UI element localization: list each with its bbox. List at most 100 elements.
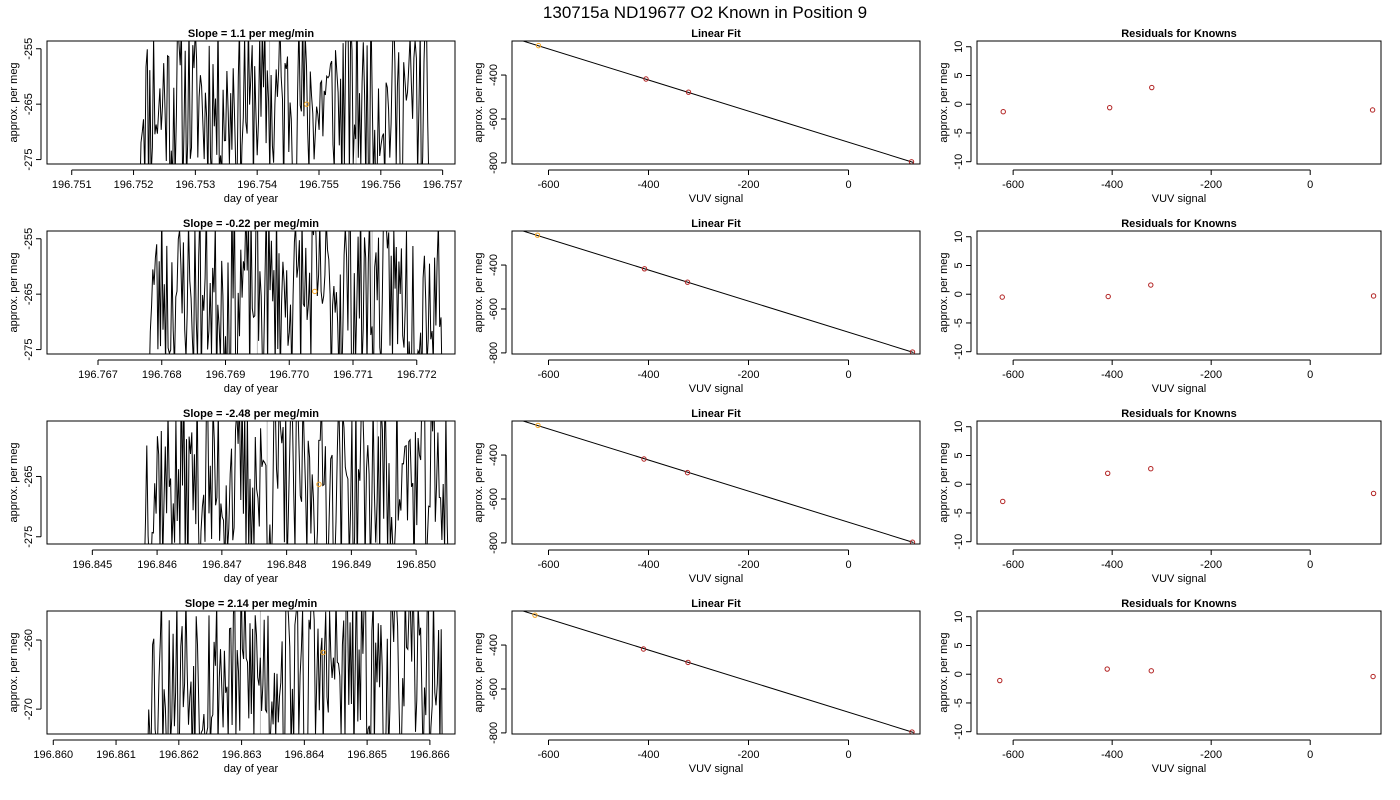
x-axis-label: day of year xyxy=(224,193,279,205)
x-axis: -600 -400 -200 0 VUV signal xyxy=(1002,359,1313,395)
data-point xyxy=(641,266,648,272)
plot-frame xyxy=(511,420,921,545)
plot-frame xyxy=(511,230,921,355)
x-tick-label: -200 xyxy=(1200,369,1222,381)
x-tick-label: 196.848 xyxy=(267,559,307,571)
x-tick-label: 196.756 xyxy=(361,179,401,191)
data-point xyxy=(685,89,692,95)
data-point xyxy=(997,677,1003,684)
y-tick-label: -255 xyxy=(23,228,35,250)
y-axis-label: approx. per meg xyxy=(473,442,485,522)
panel-title: Slope = 1.1 per meg/min xyxy=(188,28,315,40)
signal-trace xyxy=(140,41,429,164)
y-tick-label: -5 xyxy=(953,128,965,138)
data-point xyxy=(532,612,538,618)
fit-line xyxy=(521,611,914,733)
plot-area xyxy=(997,666,1376,684)
y-tick-label: -800 xyxy=(488,722,500,744)
x-tick-label: 0 xyxy=(845,179,851,191)
data-point xyxy=(640,646,647,652)
x-tick-label: 196.863 xyxy=(222,749,262,761)
y-axis-label: approx. per meg xyxy=(938,632,950,712)
x-tick-label: 196.866 xyxy=(410,749,450,761)
x-tick-label: 0 xyxy=(1307,749,1313,761)
data-point xyxy=(535,42,542,49)
plot-area xyxy=(521,41,915,164)
y-tick-label: -800 xyxy=(488,152,500,174)
panel-2-3: Residuals for Knowns -600 -400 -200 0 VUV sig… xyxy=(938,218,1382,395)
x-axis-label: VUV signal xyxy=(689,763,743,775)
mean-marker xyxy=(316,481,322,488)
y-axis-label: approx. per meg xyxy=(473,632,485,712)
x-tick-label: 0 xyxy=(1307,559,1313,571)
data-point xyxy=(1149,84,1155,91)
x-tick-label: -400 xyxy=(637,749,659,761)
x-tick-label: -200 xyxy=(737,749,759,761)
data-point xyxy=(1148,466,1154,472)
x-axis-label: day of year xyxy=(224,383,279,395)
plot-frame xyxy=(511,40,921,165)
y-tick-label: -400 xyxy=(488,444,500,466)
y-tick-label: -5 xyxy=(953,508,965,518)
x-tick-label: 196.864 xyxy=(284,749,324,761)
x-axis: 196.860 196.861 196.862 196.863 196.864 196.8… xyxy=(33,739,450,775)
x-tick-label: 0 xyxy=(845,559,851,571)
x-tick-label: 0 xyxy=(845,369,851,381)
x-axis-label: VUV signal xyxy=(1152,193,1206,205)
data-point xyxy=(909,349,916,354)
data-point xyxy=(1369,107,1376,113)
data-point xyxy=(999,294,1005,300)
y-tick-label: -5 xyxy=(953,698,965,708)
x-tick-label: 196.850 xyxy=(396,559,436,571)
x-axis: -600 -400 -200 0 VUV signal xyxy=(1002,549,1313,585)
x-tick-label: 196.845 xyxy=(72,559,112,571)
x-axis-label: VUV signal xyxy=(689,193,743,205)
x-axis-label: VUV signal xyxy=(689,573,743,585)
fit-line xyxy=(521,41,914,163)
y-tick-label: 0 xyxy=(953,291,965,297)
plot-area xyxy=(147,611,443,734)
x-axis: -600 -400 -200 0 VUV signal xyxy=(1002,739,1313,775)
y-tick-label: 10 xyxy=(953,421,965,433)
x-tick-label: 196.847 xyxy=(202,559,242,571)
plot-frame xyxy=(46,420,456,545)
y-axis-label: approx. per meg xyxy=(8,62,20,142)
data-point xyxy=(1370,490,1377,497)
plot-area xyxy=(999,282,1377,300)
y-axis-label: approx. per meg xyxy=(8,252,20,332)
x-tick-label: -400 xyxy=(637,179,659,191)
panel-title: Residuals for Knowns xyxy=(1121,408,1237,420)
plot-area xyxy=(521,421,916,544)
y-tick-label: -600 xyxy=(488,298,500,320)
data-point xyxy=(1105,470,1111,477)
data-point xyxy=(685,659,691,666)
y-axis-label: approx. per meg xyxy=(938,62,950,142)
data-point xyxy=(908,159,915,164)
x-tick-label: 196.753 xyxy=(175,179,215,191)
mean-marker xyxy=(312,288,318,295)
data-point xyxy=(535,422,541,429)
x-tick-label: 196.862 xyxy=(159,749,199,761)
x-tick-label: -200 xyxy=(1200,179,1222,191)
data-point xyxy=(1370,673,1376,680)
figure-title: 130715a ND19677 O2 Known in Position 9 xyxy=(543,3,867,22)
y-tick-label: 5 xyxy=(953,72,965,78)
x-tick-label: 196.751 xyxy=(52,179,92,191)
x-tick-label: 196.771 xyxy=(333,369,373,381)
y-tick-label: -265 xyxy=(23,93,35,115)
panel-title: Slope = 2.14 per meg/min xyxy=(185,598,318,610)
y-tick-label: 5 xyxy=(953,642,965,648)
plot-frame xyxy=(46,230,456,355)
panel-title: Linear Fit xyxy=(691,218,741,230)
y-tick-label: 0 xyxy=(953,101,965,107)
x-tick-label: -400 xyxy=(1101,559,1123,571)
plot-frame xyxy=(976,610,1382,735)
y-axis-label: approx. per meg xyxy=(938,442,950,522)
plot-frame xyxy=(46,40,456,165)
data-point xyxy=(1104,666,1110,672)
